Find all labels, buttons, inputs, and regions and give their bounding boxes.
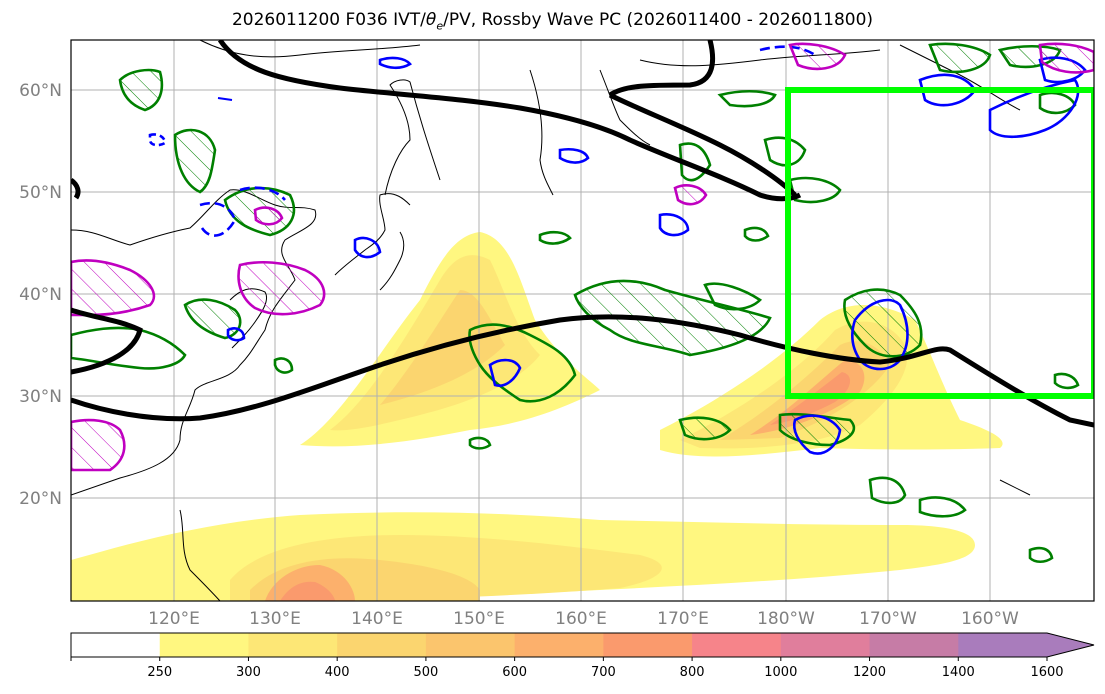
rossby-wave-box xyxy=(785,87,1094,399)
colorbar-cell xyxy=(248,633,338,657)
lon-label: 180°W xyxy=(757,609,815,629)
colorbar-tick-label: 400 xyxy=(325,665,350,680)
colorbar-cell xyxy=(603,633,693,657)
colorbar-cell xyxy=(692,633,782,657)
colorbar-cell xyxy=(780,633,871,657)
colorbar-tick-label: 700 xyxy=(591,665,616,680)
lat-label: 60°N xyxy=(19,81,62,101)
lon-label: 170°E xyxy=(657,609,709,629)
colorbar-tick-label: 1400 xyxy=(942,665,975,680)
title-theta-sub: e xyxy=(436,19,444,33)
lon-label: 150°E xyxy=(453,609,505,629)
lon-label: 160°E xyxy=(555,609,607,629)
lon-label: 160°W xyxy=(961,609,1019,629)
magenta-contours xyxy=(71,42,1094,472)
black-contours xyxy=(71,40,1094,428)
colorbar-tick-label: 250 xyxy=(147,665,172,680)
colorbar-cell xyxy=(71,633,161,657)
lat-label: 30°N xyxy=(19,387,62,407)
colorbar-tick-label: 500 xyxy=(413,665,438,680)
title-suffix: /PV, Rossby Wave PC (2026011400 - 202601… xyxy=(443,10,874,30)
colorbar-tick-label: 800 xyxy=(680,665,705,680)
colorbar-cell xyxy=(337,633,427,657)
colorbar-tick-label: 1000 xyxy=(764,665,797,680)
title-prefix: 2026011200 F036 IVT/ xyxy=(231,10,426,30)
lat-label: 20°N xyxy=(19,489,62,509)
colorbar-cell xyxy=(958,633,1048,657)
map-title: 2026011200 F036 IVT/θe/PV, Rossby Wave P… xyxy=(0,10,1105,32)
colorbar-tick-label: 1600 xyxy=(1030,665,1063,680)
ivt-shading xyxy=(71,232,1003,601)
lon-label: 170°W xyxy=(859,609,917,629)
colorbar-cell xyxy=(159,633,249,657)
plot-frame xyxy=(70,39,1095,602)
colorbar-tick-label: 1200 xyxy=(853,665,886,680)
title-theta: θ xyxy=(425,10,437,30)
lon-label: 140°E xyxy=(351,609,403,629)
colorbar-outline xyxy=(70,632,1095,658)
colorbar-cell xyxy=(869,633,959,657)
lat-label: 40°N xyxy=(19,285,62,305)
lat-labels: 60°N 50°N 40°N 30°N 20°N xyxy=(19,81,62,509)
lat-label: 50°N xyxy=(19,183,62,203)
colorbar-tick-label: 600 xyxy=(502,665,527,680)
colorbar-cell xyxy=(514,633,604,657)
colorbar-tick-label: 300 xyxy=(236,665,261,680)
colorbar: 250 300 400 500 600 700 800 1000 1200 1400 1600 xyxy=(70,632,1095,680)
lon-labels: 120°E 130°E 140°E 150°E 160°E 170°E 180°… xyxy=(148,609,1019,629)
colorbar-extend-arrow xyxy=(1047,633,1094,657)
lon-label: 120°E xyxy=(148,609,200,629)
lon-label: 130°E xyxy=(249,609,301,629)
colorbar-cell xyxy=(425,633,516,657)
